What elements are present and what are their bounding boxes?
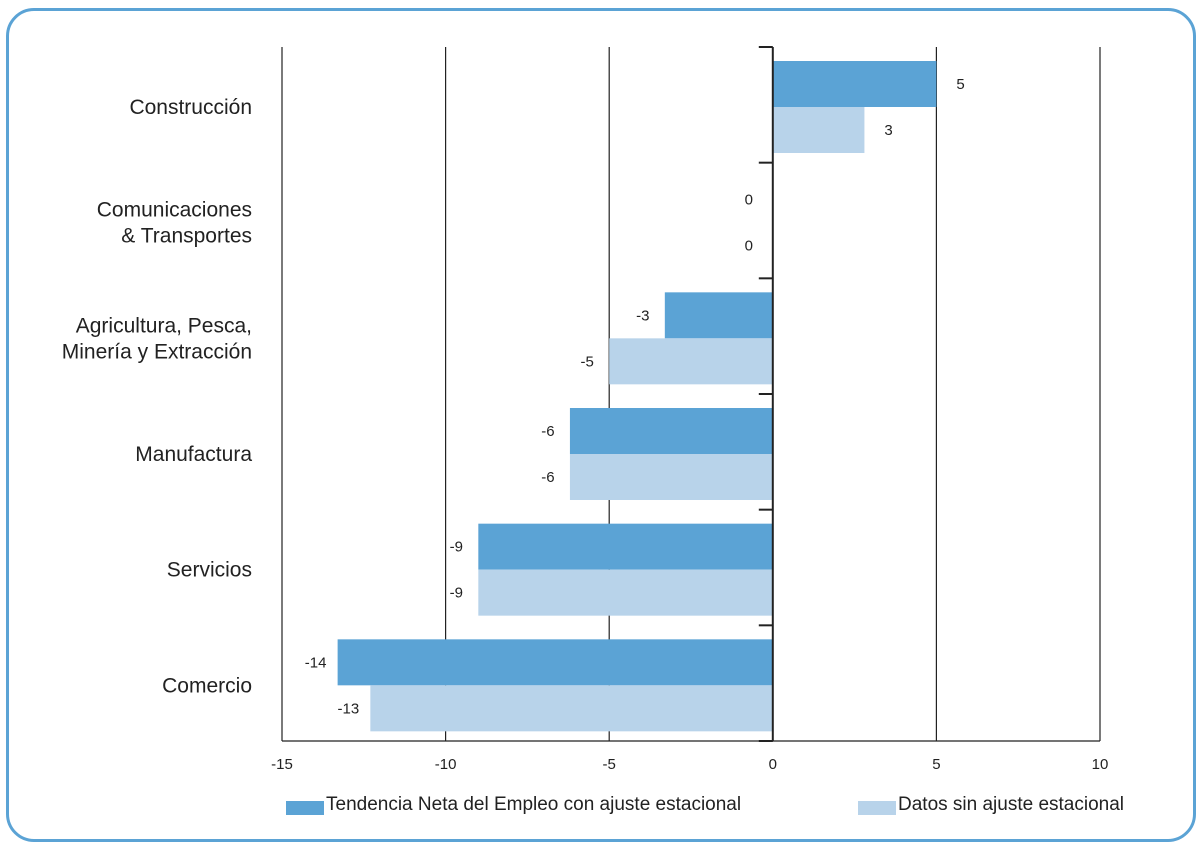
x-tick-label-2: -5 (603, 756, 616, 773)
bar-3-series1 (569, 408, 773, 454)
data-label-0-series2: 3 (884, 122, 892, 139)
data-label-2-series1: -3 (636, 307, 649, 324)
x-tick-label-0: -15 (271, 756, 293, 773)
legend-swatch-series2 (858, 801, 896, 815)
data-label-3-series1: -6 (541, 423, 554, 440)
category-label-2-line1: Minería y Extracción (62, 340, 252, 363)
data-label-2-series2: -5 (581, 353, 594, 370)
bar-2-series2 (609, 338, 773, 385)
data-label-5-series1: -14 (305, 654, 327, 671)
bar-3-series2 (569, 454, 773, 500)
legend-item-series1: Tendencia Neta del Empleo con ajuste est… (286, 794, 741, 816)
category-label-2-line0: Agricultura, Pesca, (76, 314, 252, 337)
legend-label-series2: Datos sin ajuste estacional (898, 794, 1125, 815)
legend: Tendencia Neta del Empleo con ajuste est… (0, 794, 1202, 824)
data-label-1-series1: 0 (745, 192, 753, 209)
category-label-1-line0: Comunicaciones (97, 199, 252, 222)
category-label-1-line1: & Transportes (121, 225, 252, 248)
x-tick-label-3: 0 (769, 756, 777, 773)
legend-item-series2: Datos sin ajuste estacional (858, 794, 1124, 816)
data-label-1-series2: 0 (745, 238, 753, 255)
bar-0-series2 (772, 107, 865, 153)
legend-swatch-series1 (286, 801, 324, 815)
legend-label-series1: Tendencia Neta del Empleo con ajuste est… (326, 794, 742, 815)
category-label-3-line0: Manufactura (135, 443, 252, 466)
x-tick-label-4: 5 (932, 756, 940, 773)
data-label-4-series1: -9 (450, 539, 463, 556)
data-label-0-series1: 5 (956, 76, 964, 93)
category-label-4-line0: Servicios (167, 559, 252, 582)
data-label-4-series2: -9 (450, 585, 463, 602)
category-label-0-line0: Construcción (129, 96, 252, 119)
bar-4-series1 (478, 523, 773, 570)
bar-5-series1 (337, 639, 773, 686)
category-label-5-line0: Comercio (162, 674, 252, 697)
bar-2-series1 (664, 292, 773, 339)
bar-4-series2 (478, 569, 773, 616)
data-label-3-series2: -6 (541, 469, 554, 486)
data-label-5-series2: -13 (338, 700, 360, 717)
x-tick-label-1: -10 (435, 756, 457, 773)
x-tick-label-5: 10 (1092, 756, 1109, 773)
bar-0-series1 (772, 61, 937, 107)
bar-5-series2 (370, 685, 773, 732)
